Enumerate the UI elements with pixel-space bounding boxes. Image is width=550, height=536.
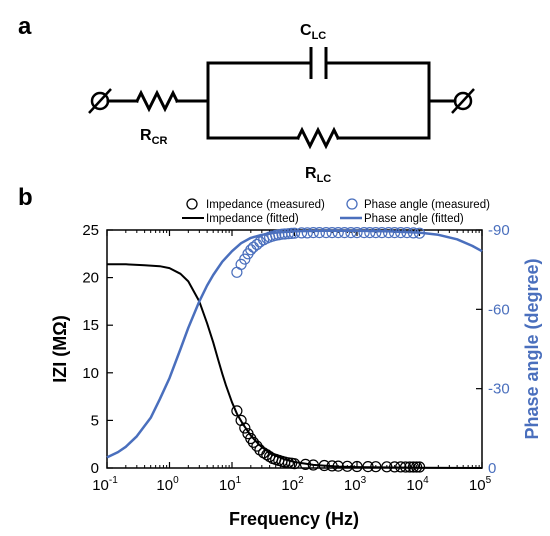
data-point-2 (326, 227, 338, 239)
y-left-tick-label: 0 (91, 460, 99, 477)
series-line-1 (107, 263, 483, 469)
data-point-0 (239, 422, 251, 434)
parallel-resistor (295, 126, 341, 150)
data-point-2 (364, 227, 376, 239)
y-left-tick-label: 15 (82, 317, 99, 334)
x-tick-label: 101 (219, 475, 242, 494)
left-terminal-slash (88, 88, 112, 114)
x-tick-label: 102 (281, 475, 304, 494)
data-point-0 (231, 405, 243, 417)
right-terminal (453, 91, 473, 111)
legend-marker-phase-measured (346, 198, 358, 210)
series-layer (106, 227, 483, 473)
data-point-2 (313, 227, 325, 239)
capacitor-label: CLC (300, 22, 326, 42)
legend-label-impedance-measured: Impedance (measured) (206, 199, 325, 211)
data-point-2 (301, 227, 313, 239)
legend-label-phase-measured: Phase angle (measured) (364, 199, 490, 211)
series-resistor (134, 89, 180, 113)
x-tick-label: 100 (156, 475, 179, 494)
panel-b-label: b (18, 184, 33, 211)
axis-ticks: 10-1 100 101 102 103 104 10505101520250-30-60-… (82, 222, 509, 494)
data-point-2 (288, 227, 301, 239)
data-point-2 (307, 227, 319, 239)
y-right-tick-label: -90 (488, 222, 510, 239)
plot-frame (106, 229, 483, 469)
y-right-tick-label: -30 (488, 381, 510, 398)
x-tick-label: 10-1 (92, 475, 118, 494)
right-terminal-slash (451, 88, 475, 114)
y-axis-right-title: Phase angle (degree) (522, 258, 542, 439)
data-point-2 (370, 227, 382, 239)
x-tick-label: 105 (469, 475, 492, 494)
y-axis-left-title: IZI (MΩ) (50, 315, 70, 382)
data-point-2 (338, 227, 351, 239)
circuit-diagram: CLC RCR RLC (88, 22, 475, 185)
series-resistor-label: RCR (140, 127, 168, 147)
data-point-2 (376, 227, 388, 239)
y-left-tick-label: 20 (82, 270, 99, 287)
data-point-2 (282, 228, 294, 240)
data-point-2 (351, 227, 363, 239)
x-tick-label: 104 (406, 475, 429, 494)
data-point-2 (320, 227, 332, 239)
y-left-tick-label: 10 (82, 365, 99, 382)
legend-label-impedance-fitted: Impedance (fitted) (206, 213, 299, 225)
legend-label-phase-fitted: Phase angle (fitted) (364, 213, 464, 225)
data-point-0 (282, 457, 294, 469)
panel-a-label: a (18, 13, 32, 40)
data-point-2 (332, 227, 344, 239)
series-line-3 (106, 229, 483, 459)
x-tick-label: 103 (344, 475, 367, 494)
y-right-tick-label: -60 (488, 301, 510, 318)
x-axis-title: Frequency (Hz) (229, 509, 359, 529)
y-left-tick-label: 5 (91, 412, 99, 429)
legend: Impedance (measured) Impedance (fitted) … (182, 198, 490, 225)
legend-marker-impedance-measured (186, 198, 198, 210)
data-point-2 (358, 227, 370, 239)
data-point-2 (296, 227, 308, 239)
parallel-resistor-label: RLC (305, 165, 331, 185)
data-point-2 (345, 227, 357, 239)
y-right-tick-label: 0 (488, 460, 496, 477)
y-left-tick-label: 25 (82, 222, 99, 239)
